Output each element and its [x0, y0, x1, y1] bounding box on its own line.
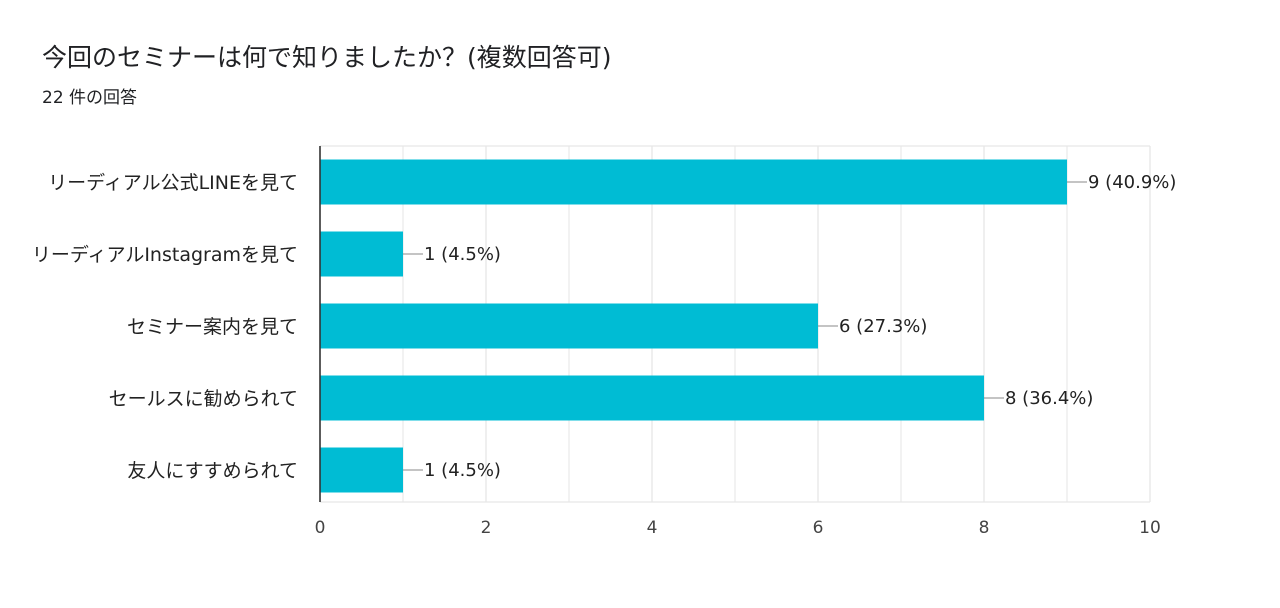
- data-label: 1 (4.5%): [424, 460, 501, 481]
- x-tick-label: 6: [813, 518, 824, 538]
- category-label: セールスに勧められて: [109, 388, 298, 410]
- x-tick-label: 0: [315, 518, 326, 538]
- bar[interactable]: [320, 231, 403, 277]
- bar[interactable]: [320, 159, 1067, 205]
- bar[interactable]: [320, 303, 818, 349]
- category-label: 友人にすすめられて: [127, 460, 298, 482]
- x-tick-label: 2: [481, 518, 492, 538]
- category-label: リーディアル公式LINEを見て: [48, 172, 298, 194]
- data-label: 9 (40.9%): [1088, 172, 1176, 193]
- x-tick-label: 8: [979, 518, 990, 538]
- question-title: 今回のセミナーは何で知りましたか？(複数回答可): [42, 43, 612, 72]
- x-tick-label: 4: [647, 518, 658, 538]
- response-count: 22 件の回答: [42, 88, 138, 108]
- data-label: 8 (36.4%): [1005, 388, 1093, 409]
- category-label: リーディアルInstagramを見て: [32, 244, 298, 266]
- x-tick-label: 10: [1139, 518, 1161, 538]
- category-label: セミナー案内を見て: [127, 316, 298, 338]
- bar[interactable]: [320, 375, 984, 421]
- data-label: 1 (4.5%): [424, 244, 501, 265]
- bar[interactable]: [320, 447, 403, 493]
- data-label: 6 (27.3%): [839, 316, 927, 337]
